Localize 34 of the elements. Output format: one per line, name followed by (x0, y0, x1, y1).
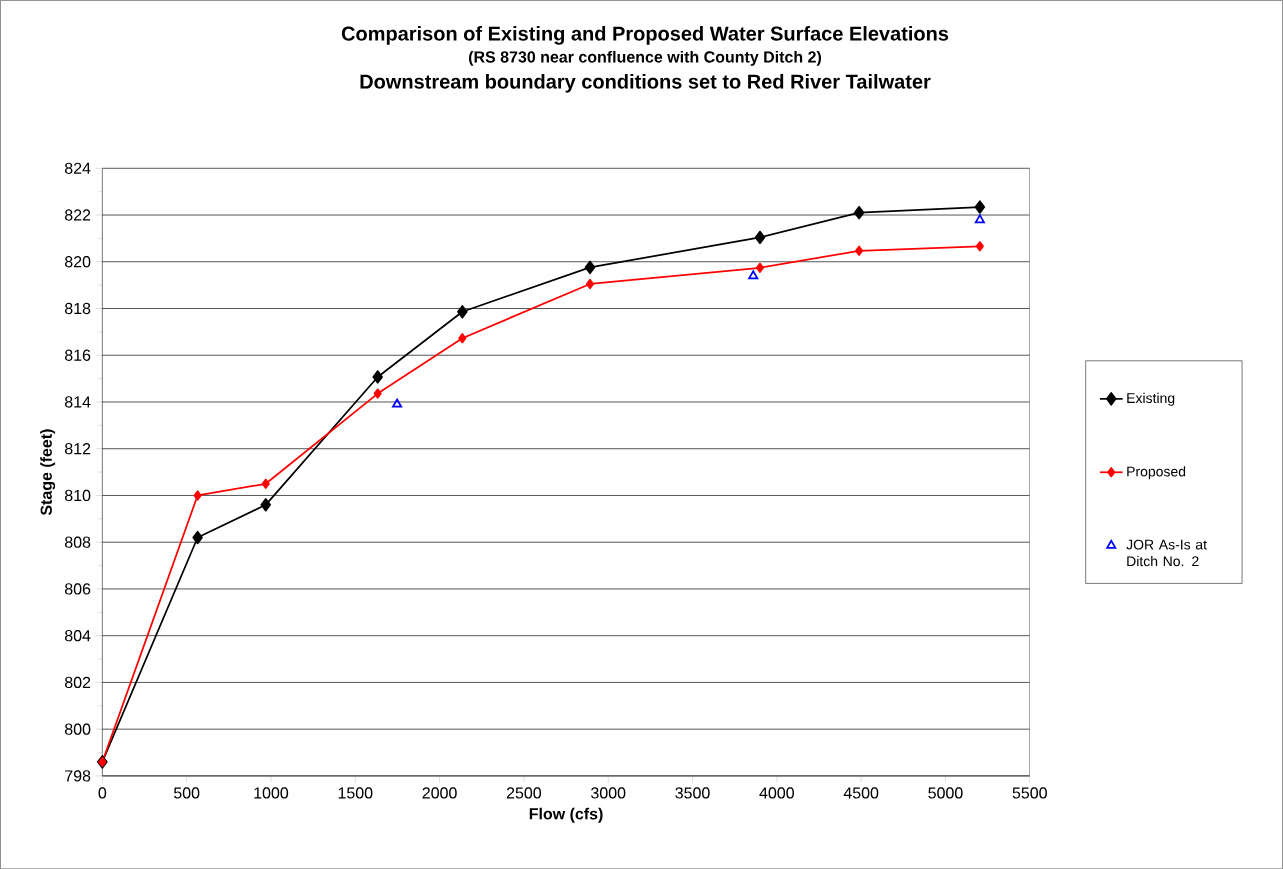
y-tick-label: 806 (64, 583, 91, 595)
y-tick-label: 810 (64, 489, 91, 501)
y-tick-label: 814 (64, 396, 91, 408)
y-tick-label: 800 (64, 723, 91, 735)
y-tick-label: 812 (64, 442, 91, 455)
x-tick-label: 0 (98, 787, 107, 799)
y-tick-label: 822 (64, 209, 91, 221)
legend-label: Proposed (1127, 466, 1186, 480)
y-tick-label: 808 (64, 536, 91, 548)
legend-label: Existing (1127, 392, 1175, 406)
chart-subtitle: (RS 8730 near confluence with County Ditch 2) (468, 50, 822, 66)
y-tick-label: 798 (65, 770, 91, 782)
x-tick-label: 2000 (422, 787, 457, 799)
chart-title: Comparison of Existing and Proposed Water Surface Elevations (341, 25, 949, 45)
x-tick-label: 500 (173, 787, 200, 799)
x-tick-label: 5500 (1012, 787, 1047, 799)
y-tick-label: 816 (64, 349, 91, 361)
x-tick-label: 4500 (843, 787, 879, 799)
text: Downstream boundary conditions set to Red River Tailwater (360, 73, 931, 93)
y-tick-label: 820 (64, 255, 91, 268)
x-tick-label: 1500 (338, 787, 373, 799)
legend-label: JOR As-Is at Ditch No. 2 (1126, 539, 1207, 567)
x-tick-label: 3000 (591, 787, 626, 799)
x-axis-title: Flow (cfs) (529, 807, 603, 823)
y-tick-label: 818 (64, 302, 91, 315)
x-tick-label: 5000 (928, 787, 963, 799)
x-tick-label: 4000 (759, 787, 794, 799)
x-tick-label: 1000 (254, 787, 289, 799)
y-axis-title: Stage (feet) (40, 429, 56, 516)
y-tick-label: 824 (64, 162, 91, 174)
y-tick-label: 802 (64, 676, 91, 688)
y-tick-label: 804 (64, 629, 91, 642)
x-tick-label: 2500 (506, 787, 542, 799)
x-tick-label: 3500 (675, 787, 710, 799)
